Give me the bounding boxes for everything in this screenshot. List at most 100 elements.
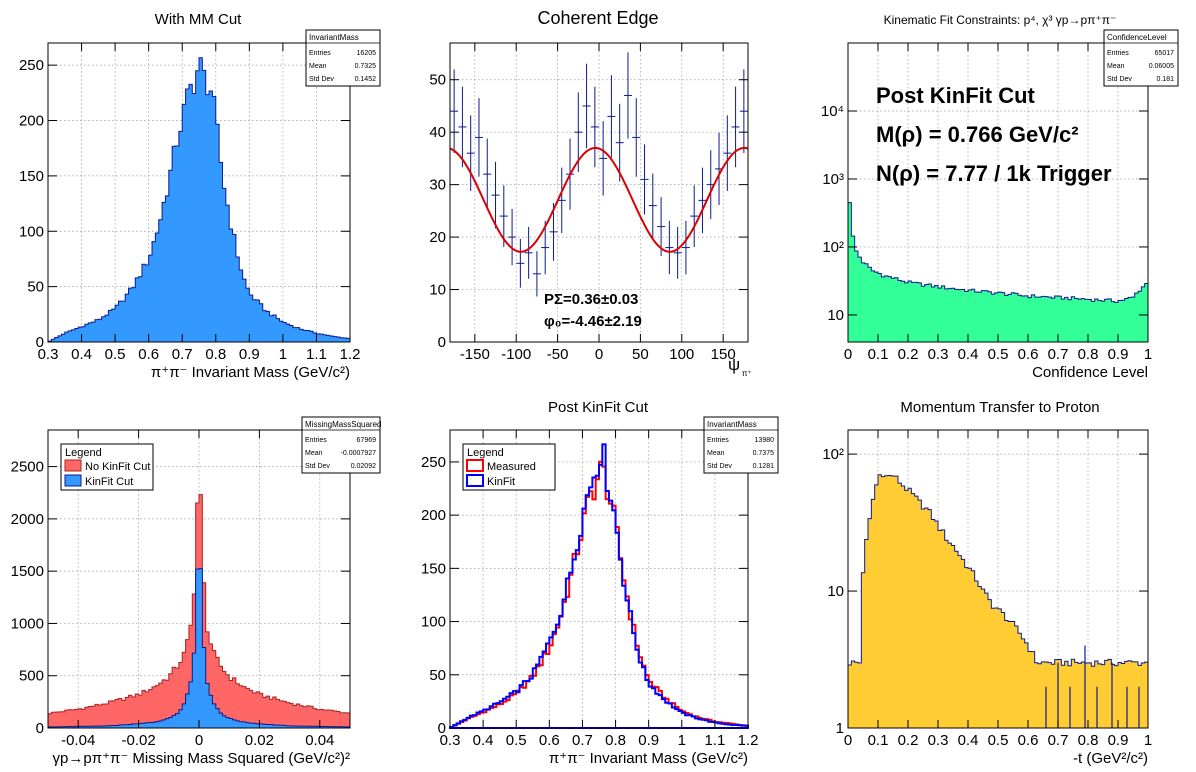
x-tick-label: 0 bbox=[195, 732, 203, 749]
stats-value: 0.181 bbox=[1156, 76, 1174, 83]
x-tick-label: 0 bbox=[844, 346, 852, 363]
x-tick-label: -100 bbox=[501, 346, 531, 363]
stats-value: 0.7325 bbox=[355, 63, 377, 70]
x-tick-label: 0.3 bbox=[928, 732, 949, 749]
y-tick-label: 10³ bbox=[822, 171, 844, 188]
x-tick-label: -0.02 bbox=[121, 732, 155, 749]
x-tick-label: 0.1 bbox=[868, 346, 889, 363]
stats-key: Entries bbox=[707, 437, 729, 444]
x-tick-label: 1.1 bbox=[306, 346, 327, 363]
y-tick-label: 10 bbox=[827, 583, 844, 600]
x-tick-label: 0.7 bbox=[1048, 346, 1069, 363]
y-tick-label: 250 bbox=[19, 57, 44, 74]
x-tick-label: 1.2 bbox=[340, 346, 361, 363]
stats-value: 67969 bbox=[357, 437, 377, 444]
legend-swatch bbox=[466, 459, 484, 472]
x-tick-label: -50 bbox=[547, 346, 569, 363]
stats-value: 13980 bbox=[755, 437, 775, 444]
stats-key: Std Dev bbox=[1107, 76, 1132, 83]
y-tick-label: 2000 bbox=[11, 511, 44, 528]
legend-label: KinFit bbox=[487, 476, 515, 488]
x-tick-label: 0.3 bbox=[38, 346, 59, 363]
legend-title: Legend bbox=[467, 447, 504, 459]
y-tick-label: 10² bbox=[822, 446, 844, 463]
y-tick-label: 10 bbox=[429, 282, 446, 299]
chart-title: Coherent Edge bbox=[537, 8, 658, 28]
x-tick-label: 1 bbox=[678, 732, 686, 749]
y-tick-label: 0 bbox=[438, 334, 446, 351]
stats-name: InvariantMass bbox=[309, 33, 359, 42]
y-tick-label: 200 bbox=[19, 113, 44, 130]
x-tick-label: 0.1 bbox=[868, 732, 889, 749]
fit-curve bbox=[449, 146, 749, 253]
x-tick-label: 0.9 bbox=[638, 732, 659, 749]
stats-value: 0.02092 bbox=[351, 463, 376, 470]
annotation-text: PΣ=0.36±0.03 bbox=[544, 291, 638, 308]
y-tick-label: 2500 bbox=[11, 459, 44, 476]
stats-key: Std Dev bbox=[707, 463, 732, 470]
y-tick-label: 1500 bbox=[11, 563, 44, 580]
y-tick-label: 20 bbox=[429, 229, 446, 246]
stats-box bbox=[305, 29, 381, 87]
y-tick-label: 100 bbox=[19, 223, 44, 240]
legend-label: KinFit Cut bbox=[85, 476, 133, 488]
x-tick-label: 0 bbox=[844, 732, 852, 749]
y-tick-label: 0 bbox=[36, 720, 44, 737]
legend-box bbox=[462, 443, 556, 491]
stats-value: 16205 bbox=[357, 50, 377, 57]
x-tick-label: 1.2 bbox=[738, 732, 759, 749]
x-tick-label: 0.5 bbox=[506, 732, 527, 749]
x-tick-label: 0.8 bbox=[205, 346, 226, 363]
y-tick-label: 10 bbox=[827, 307, 844, 324]
stats-key: Mean bbox=[305, 450, 323, 457]
x-axis-label: π⁺π⁻ Invariant Mass (GeV/c²) bbox=[549, 750, 748, 767]
y-tick-label: 150 bbox=[19, 168, 44, 185]
histogram-series-1 bbox=[847, 474, 1149, 729]
stats-value: -0.0007927 bbox=[341, 450, 377, 457]
stats-value: 0.1281 bbox=[753, 463, 775, 470]
y-tick-label: 1 bbox=[836, 720, 844, 737]
x-axis-label: Confidence Level bbox=[1032, 364, 1148, 381]
x-tick-label: 0.2 bbox=[898, 346, 919, 363]
legend-title: Legend bbox=[65, 447, 102, 459]
stats-name: MissingMassSquared bbox=[305, 420, 381, 429]
x-tick-label: 0.02 bbox=[245, 732, 274, 749]
x-tick-label: 0.6 bbox=[539, 732, 560, 749]
legend-label: Measured bbox=[487, 461, 536, 473]
histogram-series-2 bbox=[449, 443, 749, 729]
stats-key: Mean bbox=[707, 450, 725, 457]
x-tick-label: 150 bbox=[711, 346, 736, 363]
x-tick-label: 50 bbox=[632, 346, 649, 363]
y-tick-label: 10² bbox=[822, 239, 844, 256]
stats-key: Entries bbox=[305, 437, 327, 444]
y-tick-label: 40 bbox=[429, 124, 446, 141]
legend-swatch bbox=[64, 459, 82, 472]
x-tick-label: 0.5 bbox=[988, 346, 1009, 363]
stats-name: ConfidenceLevel bbox=[1107, 33, 1167, 42]
x-tick-label: 0.7 bbox=[1048, 732, 1069, 749]
stats-value: 0.1452 bbox=[355, 76, 377, 83]
x-tick-label: 0.9 bbox=[1108, 346, 1129, 363]
chart-title: Momentum Transfer to Proton bbox=[900, 399, 1099, 416]
stats-value: 0.06005 bbox=[1149, 63, 1174, 70]
y-tick-label: 50 bbox=[27, 279, 44, 296]
panel-2: -150 -100 -50 0 50 100 150 0 10 20 30 40 50 Coherent … bbox=[429, 8, 751, 378]
x-tick-label: 0.4 bbox=[958, 732, 979, 749]
y-tick-label: 30 bbox=[429, 177, 446, 194]
annotation-text: M(ρ) = 0.766 GeV/c² bbox=[876, 122, 1079, 147]
y-tick-label: 200 bbox=[421, 507, 446, 524]
x-tick-label: 1.1 bbox=[704, 732, 725, 749]
legend-label: No KinFit Cut bbox=[85, 461, 150, 473]
legend-swatch bbox=[466, 474, 484, 487]
stats-name: InvariantMass bbox=[707, 420, 757, 429]
histogram-series-1 bbox=[47, 57, 351, 343]
stats-box bbox=[703, 416, 779, 474]
panel-4: -0.04 -0.02 0 0.02 0.04 0 500 1000 1500 2000 2500 γ… bbox=[11, 416, 381, 767]
histogram-series-2 bbox=[47, 568, 351, 729]
stats-key: Mean bbox=[1107, 63, 1125, 70]
x-tick-label: 0.7 bbox=[172, 346, 193, 363]
y-tick-label: 50 bbox=[429, 667, 446, 684]
chart-title: Post KinFit Cut bbox=[548, 399, 649, 416]
stats-key: Entries bbox=[309, 50, 331, 57]
